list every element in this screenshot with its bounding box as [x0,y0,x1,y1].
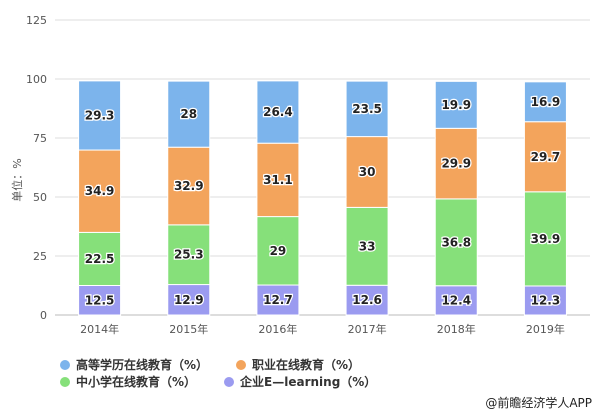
data-label: 12.6 [352,293,382,307]
data-label: 32.9 [174,179,204,193]
data-label: 33 [359,239,376,253]
bar-segment [167,224,211,286]
bar-segment [523,191,567,287]
legend-label: 中小学在线教育（%） [76,375,197,389]
legend-item[interactable]: 中小学在线教育（%） [60,373,196,390]
credit-text: @前瞻经济学人APP [485,396,592,410]
legend-marker [236,359,247,370]
data-label: 29 [270,244,287,258]
legend-marker [60,359,70,370]
data-label: 26.4 [263,105,293,119]
bar-segment [523,285,567,316]
x-tick-label: 2014年 [80,322,119,336]
bar-segment [256,142,300,218]
y-tick-label: 0 [40,309,47,322]
data-label: 12.9 [174,293,204,307]
data-label: 39.9 [531,232,561,246]
legend-label: 企业E—learning（%） [240,375,377,389]
data-label: 30 [359,165,376,179]
bar-segment [434,80,478,129]
data-label: 19.9 [441,98,471,112]
y-tick-label: 50 [33,191,47,204]
data-label: 29.7 [531,150,561,164]
legend-item[interactable]: 高等学历在线教育（%） [60,356,208,373]
y-tick-label: 125 [26,14,47,27]
legend-marker [224,376,235,387]
y-tick-label: 75 [33,132,47,145]
data-label: 29.3 [85,108,115,122]
legend-item[interactable]: 企业E—learning（%） [224,373,376,390]
data-label: 22.5 [85,252,115,266]
data-label: 25.3 [174,248,204,262]
bar-segment [345,80,389,138]
y-axis-label: 单位：% [10,158,24,201]
bar-segment [256,80,300,144]
legend-item[interactable]: 职业在线教育（%） [236,356,360,373]
x-tick-label: 2016年 [258,322,297,336]
bar-segment [78,80,122,151]
bar-segment [78,149,122,233]
legend: 高等学历在线教育（%） 职业在线教育（%） 中小学在线教育（%） 企业E—learni… [60,356,530,390]
bar-segment [345,206,389,286]
data-label: 16.9 [531,95,561,109]
legend-marker [60,376,70,387]
data-label: 12.7 [263,293,293,307]
bar-segment [523,121,567,193]
bar-segment [167,284,211,316]
data-label: 34.9 [85,184,115,198]
x-tick-label: 2019年 [526,322,565,336]
x-tick-label: 2018年 [437,322,476,336]
x-tick-label: 2015年 [169,322,208,336]
bar-segment [345,284,389,316]
data-label: 12.3 [531,293,561,307]
bar-segment [78,231,122,286]
legend-label: 高等学历在线教育（%） [76,358,209,372]
bar-segment [167,146,211,226]
data-label: 36.8 [441,235,471,249]
data-label: 29.9 [441,157,471,171]
x-tick-label: 2017年 [348,322,387,336]
bar-segment [167,80,211,148]
bar-segment [434,127,478,200]
data-label: 12.5 [85,293,115,307]
data-label: 12.4 [441,293,471,307]
y-tick-label: 25 [33,250,47,263]
data-label: 23.5 [352,102,382,116]
bar-segment [345,136,389,208]
bar-segment [256,216,300,286]
data-label: 28 [180,107,197,121]
bar-segment [523,81,567,123]
y-tick-label: 100 [26,73,47,86]
data-label: 31.1 [263,173,293,187]
legend-label: 职业在线教育（%） [252,358,361,372]
